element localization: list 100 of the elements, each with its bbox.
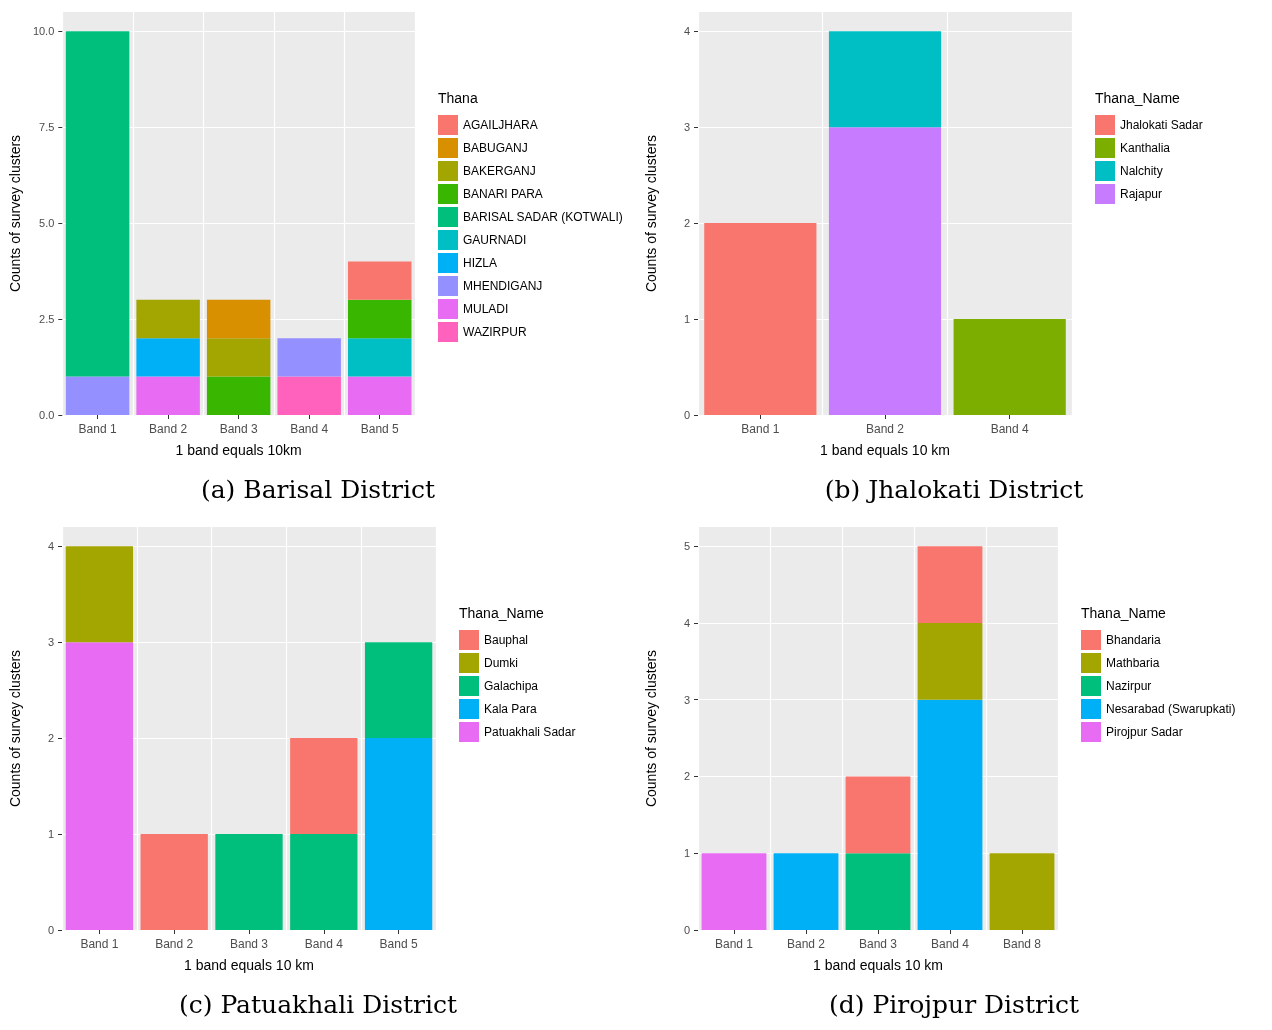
x-axis-title: 1 band equals 10 km bbox=[813, 957, 943, 973]
x-axis-title: 1 band equals 10 km bbox=[820, 442, 950, 458]
legend-label: Patuakhali Sadar bbox=[484, 725, 576, 739]
bar bbox=[65, 376, 130, 415]
y-tick-label: 0 bbox=[47, 924, 54, 936]
y-tick-label: 3 bbox=[683, 121, 690, 134]
y-tick-label: 0.0 bbox=[39, 409, 55, 421]
bar bbox=[277, 338, 341, 377]
legend-label: BAKERGANJ bbox=[463, 164, 536, 178]
legend-title: Thana_Name bbox=[1081, 605, 1167, 621]
bar bbox=[917, 699, 983, 930]
legend-title: Thana_Name bbox=[1095, 90, 1181, 106]
legend-title: Thana_Name bbox=[459, 605, 545, 621]
legend-label: MHENDIGANJ bbox=[463, 279, 543, 293]
x-tick-label: Band 3 bbox=[229, 937, 269, 951]
y-axis-title: Counts of survey clusters bbox=[643, 649, 659, 808]
bar bbox=[364, 642, 433, 739]
x-tick-label: Band 2 bbox=[786, 937, 826, 951]
bar bbox=[215, 834, 283, 930]
x-tick-label: Band 4 bbox=[290, 422, 329, 436]
bar bbox=[347, 376, 412, 415]
x-tick-label: Band 5 bbox=[379, 937, 418, 951]
bar bbox=[989, 853, 1055, 930]
y-tick-label: 4 bbox=[683, 25, 690, 38]
bar bbox=[364, 738, 433, 930]
x-axis-title: 1 band equals 10 km bbox=[184, 957, 314, 973]
y-tick-label: 3 bbox=[683, 693, 690, 706]
legend-label: Nalchity bbox=[1120, 164, 1163, 178]
legend-label: WAZIRPUR bbox=[463, 325, 527, 339]
legend-label: Kala Para bbox=[484, 702, 538, 716]
legend-label: GAURNADI bbox=[463, 233, 527, 247]
x-tick-label: Band 2 bbox=[149, 422, 188, 436]
legend-label: Nesarabad (Swarupkati) bbox=[1106, 702, 1236, 716]
text: (b) Jhalokati District bbox=[824, 475, 1084, 504]
legend-title: Thana bbox=[438, 90, 478, 106]
x-tick-label: Band 1 bbox=[80, 937, 119, 951]
bar bbox=[845, 776, 911, 854]
legend-label: Mathbaria bbox=[1106, 656, 1160, 670]
bar bbox=[290, 834, 358, 930]
bar bbox=[917, 622, 983, 700]
y-tick-label: 2 bbox=[47, 732, 54, 745]
text: (a) Barisal District bbox=[200, 475, 436, 504]
y-tick-label: 0 bbox=[683, 409, 690, 421]
y-tick-label: 4 bbox=[683, 616, 690, 629]
legend-label: HIZLA bbox=[463, 256, 498, 270]
y-tick-label: 7.5 bbox=[39, 121, 55, 134]
bar bbox=[136, 299, 200, 339]
bar bbox=[773, 853, 839, 930]
x-tick-label: Band 2 bbox=[155, 937, 194, 951]
x-tick-label: Band 5 bbox=[360, 422, 400, 436]
legend-label: Dumki bbox=[484, 656, 519, 670]
x-tick-label: Band 3 bbox=[858, 937, 898, 951]
bar bbox=[206, 376, 271, 415]
legend-label: Pirojpur Sadar bbox=[1106, 725, 1183, 739]
x-tick-label: Band 4 bbox=[930, 937, 970, 951]
y-tick-label: 1 bbox=[683, 313, 690, 326]
text: (c) Patuakhali District bbox=[178, 990, 458, 1019]
bar bbox=[140, 834, 208, 930]
x-tick-label: Band 1 bbox=[741, 422, 780, 436]
legend-label: Bauphal bbox=[484, 633, 529, 647]
bar bbox=[917, 546, 983, 623]
x-tick-label: Band 1 bbox=[714, 937, 754, 951]
bar bbox=[845, 853, 911, 930]
y-tick-label: 2.5 bbox=[39, 313, 55, 326]
bar bbox=[277, 376, 341, 415]
y-tick-label: 3 bbox=[47, 636, 54, 649]
bar bbox=[206, 299, 271, 339]
y-tick-label: 2 bbox=[683, 770, 690, 783]
y-tick-label: 0 bbox=[683, 924, 690, 936]
y-tick-label: 5 bbox=[683, 540, 690, 553]
y-tick-label: 4 bbox=[47, 540, 54, 553]
legend-label: BABUGANJ bbox=[463, 141, 528, 155]
bar bbox=[65, 642, 134, 930]
y-tick-label: 1 bbox=[683, 847, 690, 860]
y-axis-title: Counts of survey clusters bbox=[643, 134, 659, 293]
legend-label: MULADI bbox=[463, 302, 509, 316]
x-tick-label: Band 1 bbox=[78, 422, 117, 436]
bar bbox=[65, 31, 130, 377]
legend-label: Galachipa bbox=[484, 679, 539, 693]
y-tick-label: 5.0 bbox=[39, 217, 55, 230]
bar bbox=[136, 376, 200, 415]
legend-label: Nazirpur bbox=[1106, 679, 1152, 693]
x-tick-label: Band 2 bbox=[865, 422, 905, 436]
bar bbox=[290, 738, 358, 835]
x-tick-label: Band 3 bbox=[219, 422, 258, 436]
legend-label: Kanthalia bbox=[1120, 141, 1171, 155]
legend-label: BARISAL SADAR (KOTWALI) bbox=[463, 210, 623, 224]
y-tick-label: 1 bbox=[47, 828, 54, 841]
legend-label: AGAILJHARA bbox=[463, 118, 538, 132]
x-tick-label: Band 8 bbox=[1002, 937, 1042, 951]
bar bbox=[701, 853, 767, 930]
bar bbox=[136, 338, 200, 377]
y-axis-title: Counts of survey clusters bbox=[7, 134, 23, 293]
x-tick-label: Band 4 bbox=[304, 937, 344, 951]
bar bbox=[65, 546, 134, 643]
y-tick-label: 2 bbox=[683, 217, 690, 230]
text: (d) Pirojpur District bbox=[829, 990, 1079, 1019]
bar bbox=[347, 299, 412, 339]
legend-label: BANARI PARA bbox=[463, 187, 543, 201]
y-axis-title: Counts of survey clusters bbox=[7, 649, 23, 808]
